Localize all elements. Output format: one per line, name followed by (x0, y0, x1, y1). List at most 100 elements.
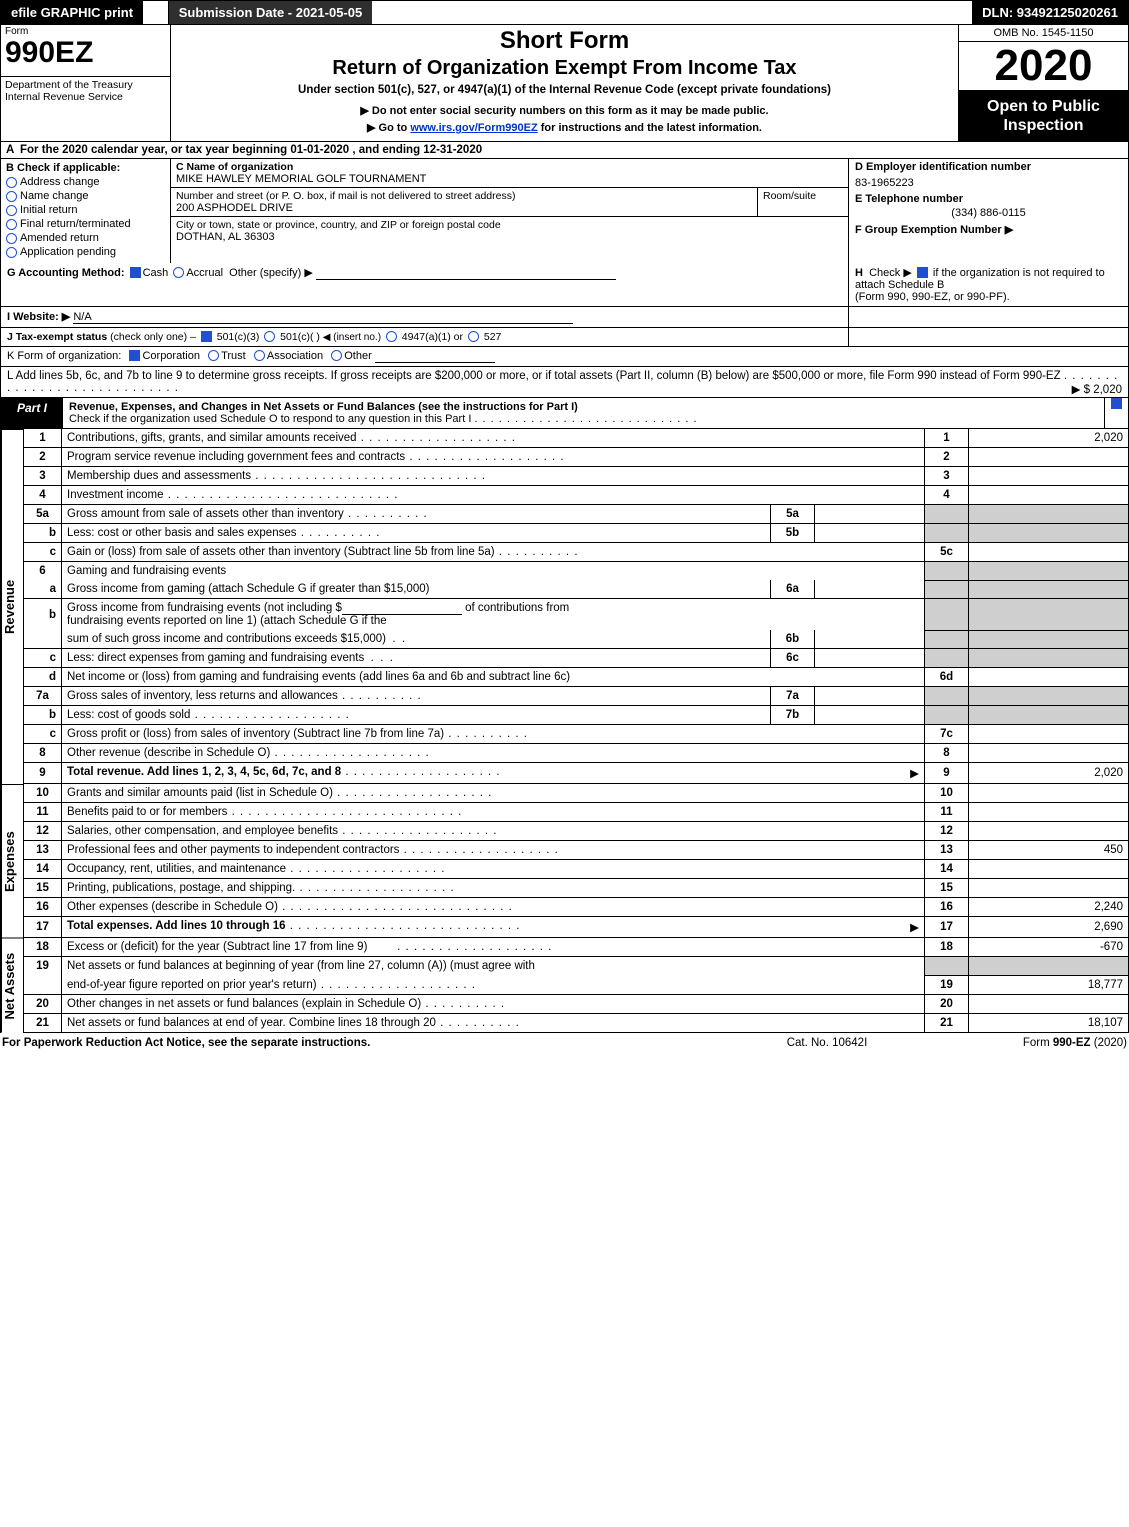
chk-label: Final return/terminated (20, 218, 131, 230)
num: 7a (24, 687, 62, 706)
chk-h[interactable] (917, 267, 928, 278)
chk-other[interactable] (331, 350, 342, 361)
rnum: 19 (925, 975, 969, 994)
chk-final-return[interactable]: Final return/terminated (6, 218, 165, 230)
side-revenue: Revenue (1, 429, 23, 784)
chk-corporation[interactable] (129, 350, 140, 361)
line-7a: 7a Gross sales of inventory, less return… (24, 687, 1129, 706)
net-assets-table: 18 Excess or (deficit) for the year (Sub… (23, 938, 1129, 1033)
chk-527[interactable] (468, 331, 479, 342)
chk-application-pending[interactable]: Application pending (6, 246, 165, 258)
num: 1 (24, 429, 62, 448)
chk-accrual[interactable] (173, 267, 184, 278)
e-val: (334) 886-0115 (855, 207, 1122, 219)
line-10: 10 Grants and similar amounts paid (list… (24, 784, 1129, 803)
revenue-section: Revenue 1 Contributions, gifts, grants, … (0, 429, 1129, 784)
val: 2,020 (969, 429, 1129, 448)
j-o2: 501(c)( ) (277, 331, 323, 343)
rnum: 21 (925, 1013, 969, 1032)
j-cell: J Tax-exempt status (check only one) – 5… (1, 328, 848, 347)
d-ein: D Employer identification number 83-1965… (849, 159, 1128, 191)
num: 5a (24, 505, 62, 524)
row-g-h: G Accounting Method: Cash Accrual Other … (0, 263, 1129, 307)
letter-a: A (6, 144, 20, 156)
chk-address-change[interactable]: Address change (6, 176, 165, 188)
city-label: City or town, state or province, country… (176, 219, 843, 231)
i-label: I Website: ▶ (7, 311, 70, 323)
chk-4947[interactable] (386, 331, 397, 342)
g-other-line[interactable] (316, 267, 616, 280)
inval (815, 524, 925, 543)
gray (925, 957, 969, 976)
dots (474, 413, 697, 425)
gray (969, 706, 1129, 725)
website-input[interactable]: N/A (73, 311, 573, 324)
rnum: 4 (925, 486, 969, 505)
chk-501c[interactable] (264, 331, 275, 342)
j-o1: 501(c)(3) (214, 331, 262, 343)
chk-trust[interactable] (208, 350, 219, 361)
desc: Gross income from fundraising events (no… (62, 599, 925, 631)
e-phone: E Telephone number (334) 886-0115 (849, 191, 1128, 221)
desc: sum of such gross income and contributio… (62, 630, 771, 649)
line-6: 6 Gaming and fundraising events (24, 562, 1129, 581)
line-11: 11 Benefits paid to or for members 11 (24, 803, 1129, 822)
line-5c: c Gain or (loss) from sale of assets oth… (24, 543, 1129, 562)
title-return: Return of Organization Exempt From Incom… (177, 57, 952, 80)
chk-501c3[interactable] (201, 331, 212, 342)
num: d (24, 668, 62, 687)
circle-icon (6, 205, 17, 216)
line-18: 18 Excess or (deficit) for the year (Sub… (24, 938, 1129, 957)
desc: Net assets or fund balances at beginning… (62, 957, 925, 976)
num: 14 (24, 860, 62, 879)
org-name-row: C Name of organization MIKE HAWLEY MEMOR… (171, 159, 848, 188)
rnum: 3 (925, 467, 969, 486)
inbox: 7a (771, 687, 815, 706)
header-right: OMB No. 1545-1150 2020 Open to Public In… (958, 25, 1128, 141)
num: 12 (24, 822, 62, 841)
irs-link[interactable]: www.irs.gov/Form990EZ (410, 122, 537, 134)
f-group: F Group Exemption Number ▶ (849, 221, 1128, 238)
chk-label: Initial return (20, 204, 77, 216)
rnum: 18 (925, 938, 969, 957)
rnum: 13 (925, 841, 969, 860)
val (969, 543, 1129, 562)
h-text3: (Form 990, 990-EZ, or 990-PF). (855, 291, 1010, 303)
chk-cash[interactable] (130, 267, 141, 278)
val (969, 860, 1129, 879)
part-i-tag: Part I (1, 398, 63, 428)
rnum: 2 (925, 448, 969, 467)
footer: For Paperwork Reduction Act Notice, see … (0, 1033, 1129, 1053)
desc: Membership dues and assessments (62, 467, 925, 486)
num: 9 (24, 763, 62, 784)
gray (925, 706, 969, 725)
line-21: 21 Net assets or fund balances at end of… (24, 1013, 1129, 1032)
chk-initial-return[interactable]: Initial return (6, 204, 165, 216)
g-cash: Cash (143, 267, 169, 279)
i-right-empty (848, 307, 1128, 328)
submission-date-button[interactable]: Submission Date - 2021-05-05 (169, 1, 374, 24)
line-2: 2 Program service revenue including gove… (24, 448, 1129, 467)
efile-print-button[interactable]: efile GRAPHIC print (1, 1, 144, 24)
chk-name-change[interactable]: Name change (6, 190, 165, 202)
desc: Salaries, other compensation, and employ… (62, 822, 925, 841)
dept-treasury: Department of the Treasury Internal Reve… (1, 76, 170, 105)
gray (969, 957, 1129, 976)
desc: end-of-year figure reported on prior yea… (62, 975, 925, 994)
gray (925, 524, 969, 543)
inval (815, 706, 925, 725)
gray (969, 687, 1129, 706)
desc: Less: cost of goods sold (62, 706, 771, 725)
line-7c: c Gross profit or (loss) from sales of i… (24, 725, 1129, 744)
chk-association[interactable] (254, 350, 265, 361)
rnum: 14 (925, 860, 969, 879)
k-other-line[interactable] (375, 350, 495, 363)
line-6d: d Net income or (loss) from gaming and f… (24, 668, 1129, 687)
g-label: G Accounting Method: (7, 267, 125, 279)
chk-schedule-o[interactable] (1111, 398, 1122, 409)
i-cell: I Website: ▶ N/A (1, 307, 848, 328)
topbar-spacer (373, 1, 972, 24)
chk-amended-return[interactable]: Amended return (6, 232, 165, 244)
inval (815, 505, 925, 524)
l-amount: ▶ $ 2,020 (1072, 382, 1122, 396)
